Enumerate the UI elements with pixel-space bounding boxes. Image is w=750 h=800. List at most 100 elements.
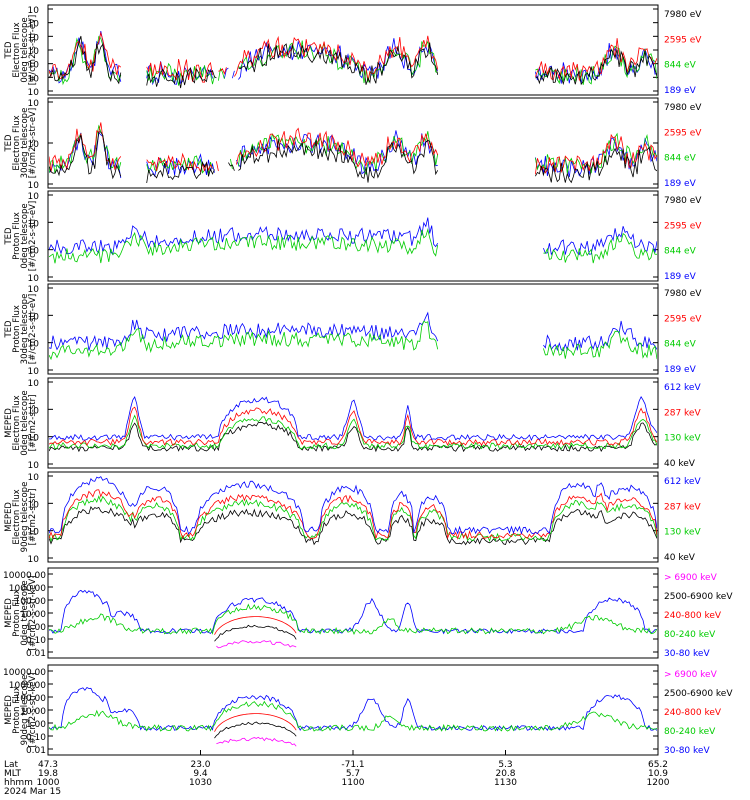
legend-label: 2595 eV [664, 221, 702, 231]
legend-label: 2595 eV [664, 128, 702, 138]
y-tick-label: 10 [28, 379, 40, 389]
y-label-line: [#/cm2-s-str] [28, 489, 38, 546]
legend-label: 40 keV [664, 553, 696, 563]
panel-frame [47, 190, 659, 282]
legend-label: 2500-6900 keV [664, 592, 733, 602]
x-row-label: Lat [4, 760, 19, 770]
y-tick-label: 10 [28, 219, 40, 229]
series-trace [49, 31, 657, 86]
series-trace [49, 122, 657, 175]
legend-label: 612 keV [664, 383, 701, 393]
y-label-line: Electron Flux [12, 22, 22, 77]
traces [49, 31, 657, 89]
legend-label: 80-240 keV [664, 727, 716, 737]
series-trace [49, 700, 657, 732]
y-tick-label: 10 [28, 367, 40, 377]
x-tick-mlt: 20.8 [495, 769, 515, 779]
legend-label: > 6900 keV [664, 670, 718, 680]
y-tick-label: 100.00 [15, 694, 47, 704]
panel-7: 10000.00 1000.00 100.00 10.00 1.00 0.10 0.01 ME… [3, 567, 733, 659]
y-label-line: [#/cm2-s-str-eV] [28, 294, 38, 364]
y-label-line: 30deg telescope [20, 108, 30, 179]
traces [49, 395, 657, 453]
series-trace [49, 476, 657, 535]
y-label-line: MEPED [4, 408, 14, 438]
y-tick-label: 0.10 [26, 733, 46, 743]
legend-label: 189 eV [664, 179, 697, 189]
y-tick-label: 10 [28, 461, 40, 471]
y-label-line: TED [4, 41, 14, 60]
legend-label: 844 eV [664, 247, 697, 257]
y-tick-label: 10 [28, 500, 40, 510]
series-trace [49, 495, 657, 543]
y-tick-label: 1000.00 [9, 584, 46, 594]
legend-label: 40 keV [664, 459, 696, 469]
legend-label: 2595 eV [664, 35, 702, 45]
legend-label: 2500-6900 keV [664, 689, 733, 699]
series-trace [49, 31, 657, 83]
legend-label: 287 keV [664, 502, 701, 512]
legend-label: 844 eV [664, 61, 697, 71]
series-trace [49, 131, 657, 184]
legend-label: 612 keV [664, 477, 701, 487]
traces [49, 589, 657, 649]
series-trace [49, 414, 657, 450]
panel-frame [47, 97, 659, 189]
y-tick-label: 10 [28, 247, 40, 257]
y-label-line: 0deg telescope [20, 580, 30, 645]
y-label-line: Proton Flux [12, 305, 22, 353]
x-tick-hhmm: 1200 [647, 778, 670, 788]
y-tick-label: 10 [28, 555, 40, 565]
y-tick-label: 10 [28, 192, 40, 202]
legend-label: 7980 eV [664, 10, 702, 20]
y-label-line: TED [4, 134, 14, 153]
y-label-line: [#/cm2-s-str-keV] [28, 576, 38, 651]
x-tick-hhmm: 1130 [494, 778, 517, 788]
y-label-line: MEPED [4, 598, 14, 628]
series-trace [49, 603, 657, 636]
x-tick-lat: 47.3 [38, 760, 58, 770]
series-trace [49, 489, 657, 540]
x-tick-hhmm: 1000 [37, 778, 60, 788]
series-trace [49, 130, 657, 179]
legend-label: 130 keV [664, 434, 701, 444]
x-tick-hhmm: 1030 [189, 778, 212, 788]
legend-label: 189 eV [664, 86, 697, 96]
x-row-label: hhmm [4, 778, 33, 788]
y-label-line: 0deg telescope [20, 203, 30, 268]
x-tick-mlt: 19.8 [38, 769, 58, 779]
legend-label: 2595 eV [664, 314, 702, 324]
y-tick-label: 10 [28, 33, 40, 43]
y-tick-label: 1000.00 [9, 681, 46, 691]
series-trace [49, 421, 657, 453]
panel-frame [47, 664, 659, 756]
x-tick-mlt: 10.9 [648, 769, 668, 779]
panel-frame [47, 4, 659, 96]
y-label-line: MEPED [4, 502, 14, 532]
y-tick-label: 0.01 [26, 649, 46, 659]
y-tick-label: 10 [28, 99, 40, 109]
legend-label: 7980 eV [664, 196, 702, 206]
y-label-line: Proton Flux [12, 212, 22, 260]
legend-label: 844 eV [664, 340, 697, 350]
legend-label: 130 keV [664, 528, 701, 538]
y-label-line: Electron Flux [12, 489, 22, 544]
x-tick-mlt: 5.7 [346, 769, 360, 779]
series-trace [215, 722, 608, 742]
legend-label: 189 eV [664, 365, 697, 375]
y-label-line: Electron Flux [12, 115, 22, 170]
series-trace [49, 35, 657, 89]
y-tick-label: 10 [28, 181, 40, 191]
legend-label: 30-80 keV [664, 649, 710, 659]
y-tick-label: 10 [28, 312, 40, 322]
y-label-line: [#/cm2-s-str-eV] [28, 15, 38, 85]
panel-frame [47, 471, 659, 563]
series-trace [49, 35, 657, 86]
series-trace [216, 736, 297, 747]
y-label-line: [#/cm2-s-str-eV] [28, 201, 38, 271]
y-tick-label: 10 [28, 340, 40, 350]
y-tick-label: 10 [28, 434, 40, 444]
y-label-line: MEPED [4, 695, 14, 725]
